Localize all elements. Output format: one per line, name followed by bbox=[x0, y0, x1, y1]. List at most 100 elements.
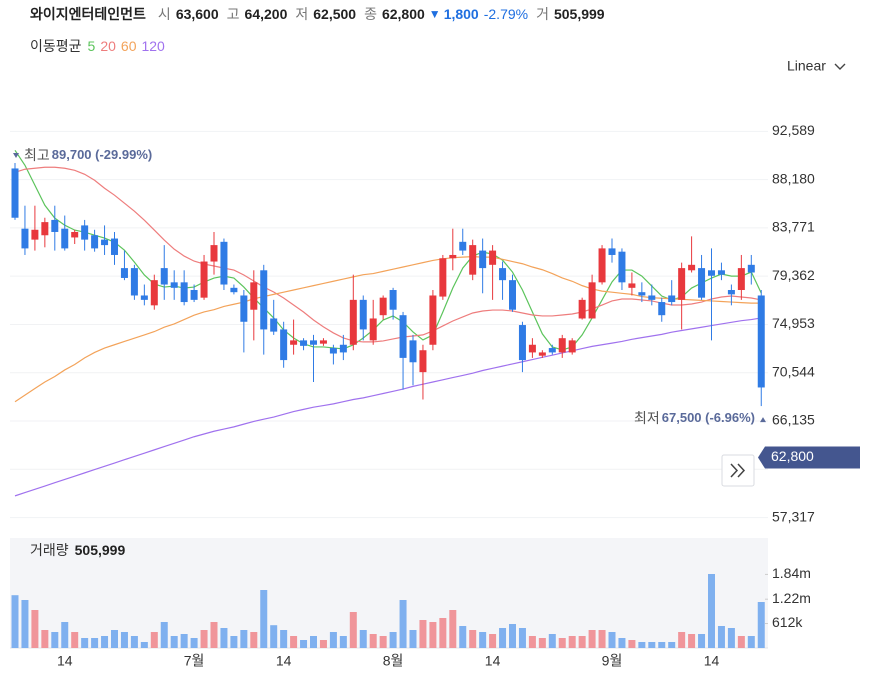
candle-body bbox=[757, 295, 765, 388]
candle-body bbox=[71, 231, 79, 238]
volume-bar bbox=[41, 630, 49, 648]
candle-body bbox=[240, 295, 248, 322]
volume-bar bbox=[668, 642, 676, 648]
candle-body bbox=[399, 315, 407, 358]
candle-body bbox=[638, 292, 646, 296]
volume-bar bbox=[757, 602, 765, 648]
volume-bar bbox=[489, 634, 497, 648]
candle-body bbox=[429, 295, 437, 345]
ma-line bbox=[14, 149, 762, 351]
legend-entry: 120 bbox=[141, 38, 165, 54]
annotation-marker bbox=[760, 417, 766, 423]
candle-body bbox=[548, 348, 556, 353]
volume-bar bbox=[319, 640, 327, 648]
candle-body bbox=[708, 270, 715, 276]
candle-body bbox=[618, 251, 626, 283]
annotation-marker bbox=[13, 152, 19, 158]
volume-bar bbox=[180, 634, 188, 648]
candle-body bbox=[628, 283, 636, 288]
low-value: 62,500 bbox=[313, 6, 356, 22]
scroll-latest-button[interactable] bbox=[721, 454, 755, 487]
scale-menu-label[interactable]: Linear bbox=[787, 58, 826, 74]
candle-body bbox=[290, 340, 298, 345]
scale-menu[interactable]: Linear bbox=[787, 58, 846, 74]
volume-bar bbox=[250, 632, 258, 648]
volume-bar bbox=[419, 620, 427, 648]
low-label: 저 bbox=[295, 6, 308, 22]
legend-title: 이동평균 bbox=[30, 38, 82, 54]
candle-body bbox=[310, 340, 317, 345]
volume-bar bbox=[747, 636, 755, 648]
volume-bar bbox=[51, 632, 59, 648]
volume-bar bbox=[329, 632, 337, 648]
quote-header: 와이지엔터테인먼트 시 63,600 고 64,200 저 62,500 종 62,800 ▼ 1,… bbox=[30, 6, 605, 22]
candle-body bbox=[51, 219, 59, 232]
volume-bar bbox=[130, 636, 138, 648]
last-price-tag bbox=[758, 446, 860, 469]
volume-bar bbox=[658, 642, 666, 648]
volume-bar bbox=[439, 618, 447, 648]
volume-bar bbox=[698, 634, 706, 648]
close-label: 종 bbox=[364, 6, 377, 22]
volume-bar bbox=[21, 600, 29, 648]
candle-body bbox=[449, 254, 457, 259]
ma-line bbox=[14, 317, 762, 497]
candle-body bbox=[568, 340, 576, 353]
candle-body bbox=[369, 318, 377, 341]
candle-body bbox=[409, 340, 417, 363]
volume-bar bbox=[339, 636, 347, 648]
candle-body bbox=[379, 297, 387, 316]
candle-body bbox=[518, 325, 526, 361]
volume-bar bbox=[310, 636, 317, 648]
x-tick-label: 7월 bbox=[184, 653, 205, 669]
ma-legend: 이동평균 5 20 60 120 bbox=[30, 38, 165, 54]
candle-body bbox=[220, 241, 228, 285]
candle-body bbox=[190, 290, 198, 300]
candle-body bbox=[300, 340, 308, 346]
candle-body bbox=[21, 228, 29, 249]
candle-body bbox=[747, 264, 755, 273]
volume-bar bbox=[429, 622, 437, 648]
volume-bar bbox=[349, 612, 357, 648]
change-pct: -2.79% bbox=[484, 6, 528, 22]
chevron-icon[interactable] bbox=[834, 63, 846, 70]
annotation-label: 최고 bbox=[24, 147, 50, 163]
volume-bar bbox=[678, 632, 686, 648]
volume-tick-label: 1.84m bbox=[772, 565, 811, 581]
volume-bar bbox=[260, 590, 268, 648]
candle-body bbox=[509, 280, 516, 310]
candle-body bbox=[668, 295, 676, 303]
volume-bar bbox=[11, 595, 19, 648]
volume-bar bbox=[300, 640, 308, 648]
volume-bar bbox=[150, 632, 158, 648]
legend-entry: 20 bbox=[100, 38, 116, 54]
volume-title: 거래량 505,999 bbox=[30, 542, 125, 558]
open-value: 63,600 bbox=[176, 6, 219, 22]
y-tick-label: 88,180 bbox=[772, 170, 815, 186]
volume-title-value: 505,999 bbox=[75, 542, 126, 558]
volume-bar bbox=[210, 622, 218, 648]
volume-bar bbox=[528, 636, 536, 648]
plot-layer: 57,31761,72666,13570,54474,95379,36283,7… bbox=[10, 122, 815, 669]
y-tick-label: 66,135 bbox=[772, 412, 815, 428]
volume-bar bbox=[618, 638, 626, 648]
candle-body bbox=[688, 264, 696, 271]
candle-body bbox=[658, 302, 666, 316]
volume-value: 505,999 bbox=[554, 6, 605, 22]
x-tick-label: 9월 bbox=[602, 653, 623, 669]
candle-body bbox=[81, 225, 89, 240]
candle-body bbox=[469, 245, 477, 275]
volume-bar bbox=[101, 636, 109, 648]
candle-body bbox=[319, 340, 327, 344]
candle-body bbox=[150, 280, 158, 306]
y-tick-label: 70,544 bbox=[772, 363, 815, 379]
volume-bar bbox=[727, 628, 735, 648]
volume-bar bbox=[91, 638, 99, 648]
volume-bar bbox=[459, 626, 467, 648]
candle-body bbox=[499, 268, 507, 281]
double-chevron-icon[interactable] bbox=[730, 463, 746, 478]
volume-bar bbox=[399, 600, 407, 648]
candle-body bbox=[648, 295, 656, 300]
last-price-label: 62,800 bbox=[771, 448, 814, 464]
